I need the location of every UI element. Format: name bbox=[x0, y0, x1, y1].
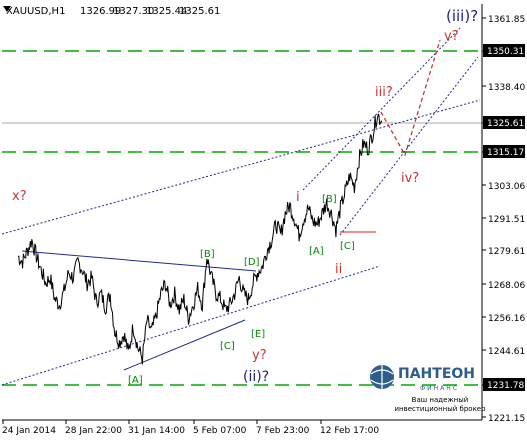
triangle-lower-line bbox=[123, 319, 246, 371]
level-label-box bbox=[483, 145, 525, 158]
level-label: 1231.78 bbox=[487, 381, 524, 391]
level-label: 1350.31 bbox=[487, 47, 524, 57]
x-tick-label: 7 Feb 23:00 bbox=[256, 426, 310, 436]
y-tick-label: 1338.40 bbox=[488, 83, 525, 93]
level-label-box bbox=[483, 44, 525, 57]
x-tick-label: 28 Jan 22:00 bbox=[65, 426, 122, 436]
chart-symbol: XAUUSD,H1 bbox=[6, 6, 65, 17]
wave-label: (ii)? bbox=[243, 369, 269, 385]
projection-path bbox=[380, 39, 441, 157]
y-tick-label: 1291.51 bbox=[488, 215, 525, 225]
y-tick-label: 1221.15 bbox=[488, 414, 525, 424]
wave-label: [C] bbox=[340, 241, 355, 252]
inner-channel-lower bbox=[339, 56, 479, 236]
header-arrow-icon bbox=[3, 6, 11, 12]
wave-label: [D] bbox=[244, 257, 260, 268]
header-high: 1327.30 bbox=[113, 6, 154, 17]
y-tick-label: 1361.85 bbox=[488, 15, 525, 25]
y-tick-label: 1279.61 bbox=[488, 247, 525, 257]
logo-tagline-1: Ваш надежный bbox=[412, 396, 469, 404]
wave-label: iv? bbox=[401, 171, 419, 186]
wave-label: [B] bbox=[322, 194, 337, 205]
y-tick-label: 1244.61 bbox=[488, 347, 525, 357]
wave-label: [B] bbox=[200, 249, 215, 260]
layer-price bbox=[17, 113, 383, 365]
wave-label: y? bbox=[252, 348, 267, 363]
wave-label: [E] bbox=[251, 329, 265, 340]
outer-channel-upper bbox=[1, 99, 481, 235]
logo-globe-lines-icon bbox=[370, 365, 394, 389]
x-tick-label: 31 Jan 14:00 bbox=[128, 426, 185, 436]
y-tick-label: 1303.06 bbox=[488, 182, 525, 192]
level-label: 1315.17 bbox=[487, 148, 524, 158]
logo-sub: ФИНАНС bbox=[420, 385, 459, 392]
wave-label: ii bbox=[335, 262, 342, 277]
wave-label: [A] bbox=[128, 375, 143, 386]
x-tick-label: 5 Feb 07:00 bbox=[193, 426, 247, 436]
current-price-label: 1325.61 bbox=[487, 119, 524, 129]
x-tick-label: 24 Jan 2014 bbox=[2, 426, 56, 436]
wave-label: iii? bbox=[375, 85, 393, 100]
header-close: 1325.61 bbox=[179, 6, 220, 17]
level-label-box bbox=[483, 378, 525, 391]
wave-label: [A] bbox=[309, 246, 324, 257]
y-tick-label: 1268.06 bbox=[488, 281, 525, 291]
logo-name: ПАНТЕОН bbox=[398, 366, 475, 382]
layer-axes: 1361.851350.311338.401326.851315.171303.… bbox=[2, 4, 525, 436]
logo-tagline-2: инвестиционный брокер bbox=[394, 405, 486, 413]
wave-label: v? bbox=[444, 29, 459, 44]
broker-logo: ПАНТЕОН ФИНАНС Ваш надежный инвестиционн… bbox=[370, 365, 486, 413]
wave-label: x? bbox=[12, 189, 27, 204]
header-low: 1325.44 bbox=[146, 6, 187, 17]
layer-labels: x? [B] [D] [A] [C] [E] y? (ii)? i [B] [A] [C] ii iii?… bbox=[12, 7, 478, 386]
x-tick-label: 12 Feb 17:00 bbox=[320, 426, 379, 436]
wave-label: [C] bbox=[220, 341, 235, 352]
inner-channel-upper bbox=[302, 27, 461, 191]
wave-label: (iii)? bbox=[446, 7, 478, 25]
current-price-box bbox=[483, 116, 525, 129]
header-open: 1326.99 bbox=[80, 6, 121, 17]
wave-label: i bbox=[296, 190, 300, 205]
price-series-line bbox=[17, 113, 383, 365]
y-tick-label: 1256.16 bbox=[488, 314, 525, 324]
triangle-upper-line bbox=[21, 250, 257, 272]
layer-lines bbox=[1, 27, 482, 386]
